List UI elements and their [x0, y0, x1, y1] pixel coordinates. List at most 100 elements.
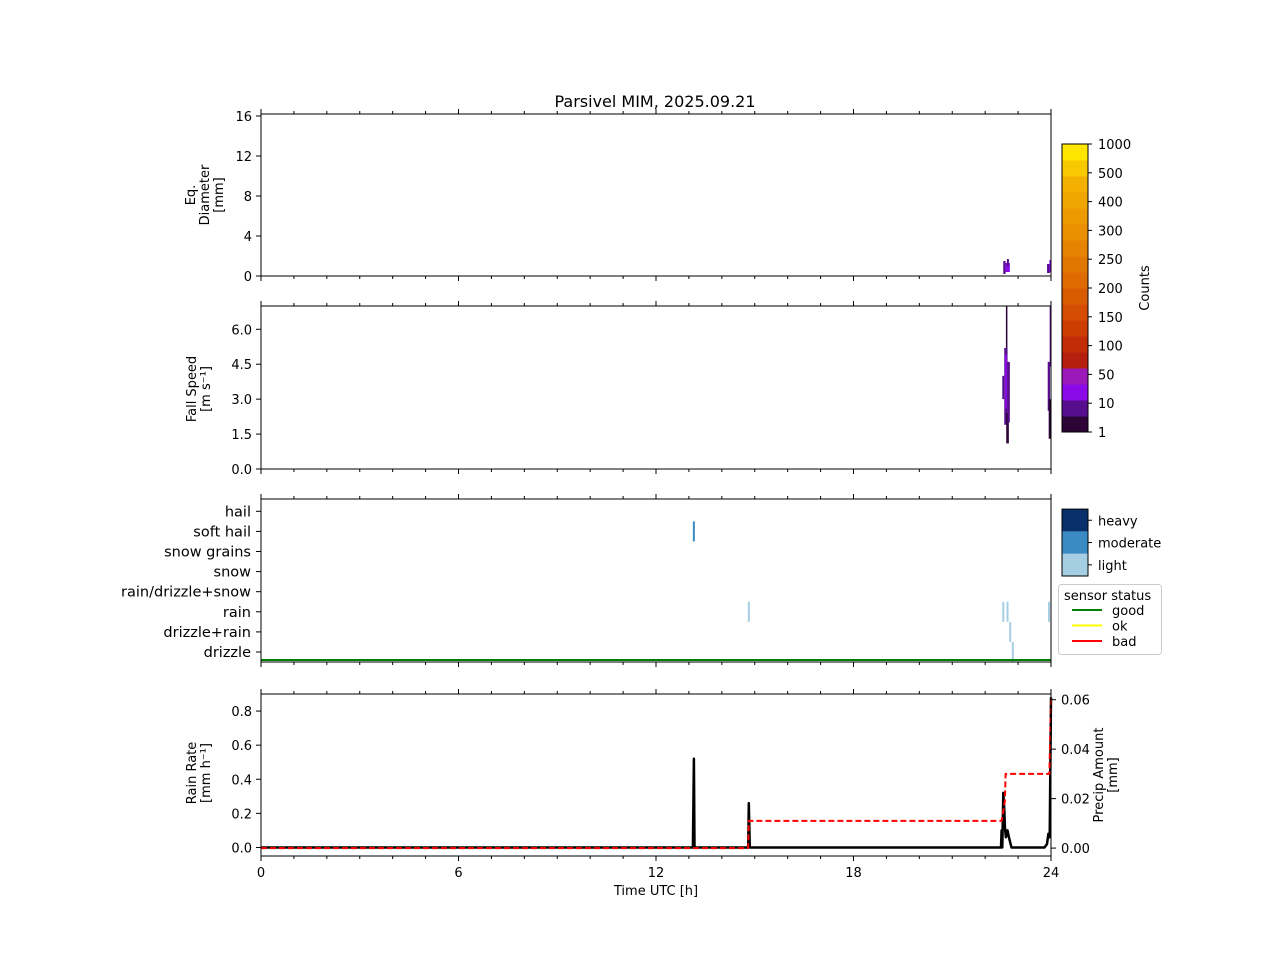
- sensor-status-title: sensor status: [1064, 589, 1151, 604]
- colorbar-segment: [1062, 176, 1088, 193]
- fallspeed-heat-cell: [1048, 399, 1051, 439]
- colorbar-segment: [1062, 224, 1088, 241]
- fallspeed-heat-cell: [1047, 361, 1051, 411]
- colorbar-segment: [1062, 272, 1088, 289]
- sensor-status-legend-box: [1058, 584, 1162, 655]
- colorbar-tick-label: 200: [1098, 282, 1123, 297]
- colorbar-tick-label: 100: [1098, 340, 1123, 355]
- diameter-heat-cell: [1006, 259, 1009, 266]
- y-tick-label: 3.0: [231, 393, 252, 408]
- intensity-legend-frame: [1061, 508, 1089, 577]
- colorbar-tick-label: 500: [1098, 167, 1123, 182]
- colorbar-tick-label: 250: [1098, 253, 1123, 268]
- colorbar-label: Counts: [1138, 265, 1153, 311]
- sensor-status-label: bad: [1112, 635, 1136, 650]
- precip-y2-label: Precip Amount: [1092, 728, 1107, 823]
- colorbar-tick-label: 150: [1098, 311, 1123, 326]
- diameter-heat-cell: [1005, 263, 1010, 272]
- category-label: drizzle: [204, 645, 251, 661]
- x-tick-label: 24: [1043, 866, 1060, 881]
- y2-tick-label: 0.06: [1061, 694, 1090, 709]
- y-tick-label: 4: [244, 230, 252, 245]
- y2-tick-label: 0.04: [1061, 743, 1090, 758]
- colorbar-tick-label: 300: [1098, 224, 1123, 239]
- diameter-panel-frame: [260, 113, 1052, 277]
- y-tick-label: 16: [235, 110, 252, 125]
- chart-title: Parsivel MIM, 2025.09.21: [554, 92, 755, 111]
- y-tick-label: 0.0: [231, 463, 252, 478]
- diameter-y-label: [mm]: [212, 177, 227, 212]
- colorbar-segment: [1062, 320, 1088, 337]
- fallspeed-heat-cell: [1004, 354, 1007, 409]
- intensity-swatch: [1062, 553, 1088, 576]
- y-tick-label: 0.4: [231, 773, 252, 788]
- fallspeed-heat-cell: [1006, 413, 1009, 444]
- rain-rate-line: [261, 697, 1053, 849]
- x-tick-label: 0: [257, 866, 265, 881]
- category-label: drizzle+rain: [163, 625, 251, 641]
- weather-panel-frame: [260, 498, 1052, 663]
- y2-tick-label: 0.00: [1061, 842, 1090, 857]
- colorbar-segment: [1062, 160, 1088, 177]
- colorbar-segment: [1062, 256, 1088, 273]
- colorbar-segment: [1062, 416, 1088, 433]
- precip-amount-line: [261, 699, 1052, 850]
- colorbar-segment: [1062, 352, 1088, 369]
- intensity-swatch: [1062, 509, 1088, 532]
- colorbar-tick-label: 10: [1098, 397, 1115, 412]
- intensity-label: light: [1098, 559, 1127, 574]
- rain-panel-frame: [260, 693, 1052, 857]
- category-label: rain: [223, 605, 251, 621]
- intensity-label: moderate: [1098, 537, 1161, 552]
- fallspeed-y-label: Fall Speed: [185, 356, 200, 422]
- y-tick-label: 1.5: [231, 428, 252, 443]
- category-label: soft hail: [193, 524, 251, 540]
- x-tick-label: 6: [454, 866, 462, 881]
- fallspeed-heat-cell: [1049, 306, 1052, 367]
- colorbar-segment: [1062, 368, 1088, 385]
- fallspeed-panel-frame: [260, 305, 1052, 470]
- colorbar-segment: [1062, 384, 1088, 401]
- diameter-heat-cell: [1049, 260, 1051, 272]
- y-tick-label: 8: [244, 190, 252, 205]
- category-label: snow: [214, 565, 252, 581]
- diameter-y-label: Eq.: [184, 185, 199, 206]
- colorbar-segment: [1062, 240, 1088, 257]
- diameter-y-label: Diameter: [198, 164, 213, 225]
- y-tick-label: 0.6: [231, 739, 252, 754]
- x-axis-label: Time UTC [h]: [613, 884, 698, 899]
- rain-y-label: [mm h⁻¹]: [199, 743, 214, 803]
- fallspeed-heat-cell: [1002, 375, 1005, 400]
- y-tick-label: 4.5: [231, 358, 252, 373]
- y-tick-label: 0.8: [231, 705, 252, 720]
- y-tick-label: 0: [244, 270, 252, 285]
- x-tick-label: 12: [648, 866, 665, 881]
- sensor-status-label: good: [1112, 604, 1144, 619]
- fallspeed-heat-cell: [1007, 361, 1010, 423]
- colorbar-segment: [1062, 400, 1088, 417]
- colorbar-segment: [1062, 192, 1088, 209]
- precip-y2-label: [mm]: [1106, 757, 1121, 792]
- category-label: snow grains: [164, 545, 251, 561]
- intensity-swatch: [1062, 531, 1088, 554]
- colorbar-tick-label: 1: [1098, 426, 1106, 441]
- colorbar-segment: [1062, 288, 1088, 305]
- rain-y-label: Rain Rate: [185, 742, 200, 805]
- y-tick-label: 6.0: [231, 323, 252, 338]
- category-label: rain/drizzle+snow: [121, 585, 251, 601]
- y-tick-label: 12: [235, 150, 252, 165]
- sensor-status-label: ok: [1112, 620, 1128, 635]
- fallspeed-y-label: [m s⁻¹]: [199, 366, 214, 412]
- colorbar-segment: [1062, 208, 1088, 225]
- colorbar-segment: [1062, 144, 1088, 161]
- intensity-label: heavy: [1098, 514, 1138, 529]
- x-tick-label: 18: [845, 866, 862, 881]
- colorbar-segment: [1062, 304, 1088, 321]
- diameter-heat-cell: [1003, 261, 1006, 274]
- y2-tick-label: 0.02: [1061, 793, 1090, 808]
- colorbar-tick-label: 400: [1098, 196, 1123, 211]
- category-label: hail: [225, 504, 251, 520]
- y-tick-label: 0.0: [231, 841, 252, 856]
- colorbar-segment: [1062, 336, 1088, 353]
